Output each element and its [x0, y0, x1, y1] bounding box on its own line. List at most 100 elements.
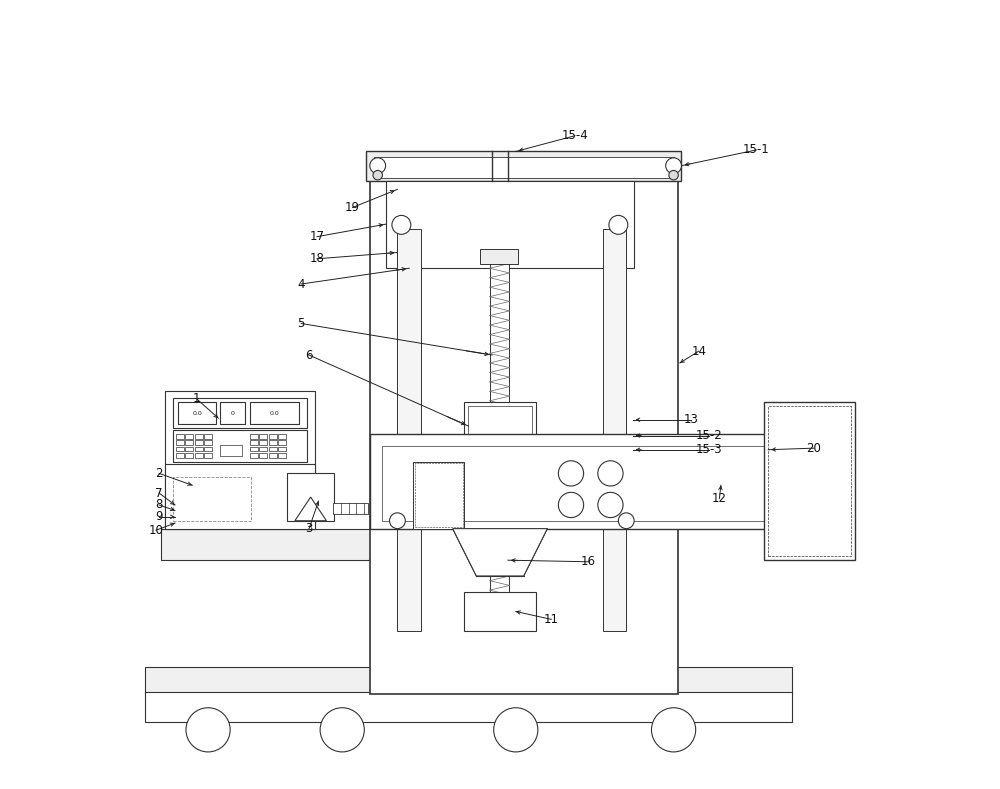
- Bar: [333, 503, 368, 514]
- Bar: [220, 445, 242, 456]
- Circle shape: [390, 513, 405, 529]
- Text: 7: 7: [155, 487, 163, 499]
- Text: 10: 10: [149, 524, 163, 537]
- Bar: [269, 434, 277, 439]
- Text: 0.0: 0.0: [269, 411, 279, 416]
- Bar: [259, 447, 267, 451]
- Text: 5: 5: [297, 317, 305, 330]
- Bar: [178, 402, 216, 424]
- Bar: [176, 440, 184, 445]
- Circle shape: [669, 170, 678, 180]
- Bar: [490, 252, 509, 608]
- Bar: [468, 406, 532, 446]
- Bar: [204, 447, 212, 451]
- Bar: [278, 434, 286, 439]
- Bar: [185, 440, 193, 445]
- Bar: [250, 453, 258, 458]
- Bar: [287, 473, 334, 521]
- Bar: [176, 434, 184, 439]
- Text: 0.0: 0.0: [192, 411, 202, 416]
- Bar: [250, 434, 258, 439]
- Bar: [764, 402, 855, 560]
- Circle shape: [494, 708, 538, 752]
- Bar: [269, 440, 277, 445]
- Text: 17: 17: [309, 230, 324, 243]
- Circle shape: [558, 492, 584, 518]
- Bar: [415, 463, 463, 527]
- Bar: [204, 453, 212, 458]
- Text: 0: 0: [231, 411, 234, 416]
- Circle shape: [320, 708, 364, 752]
- Bar: [173, 398, 307, 428]
- Bar: [161, 529, 650, 560]
- Bar: [250, 440, 258, 445]
- Bar: [603, 229, 626, 631]
- Text: 14: 14: [691, 345, 706, 357]
- Bar: [278, 440, 286, 445]
- Circle shape: [598, 461, 623, 486]
- Polygon shape: [295, 497, 326, 521]
- Text: 19: 19: [345, 201, 360, 214]
- Bar: [397, 229, 421, 631]
- Bar: [204, 434, 212, 439]
- Text: 15-1: 15-1: [743, 144, 770, 156]
- Bar: [382, 446, 800, 521]
- Bar: [173, 477, 251, 521]
- Text: 11: 11: [544, 613, 559, 626]
- Text: 3: 3: [305, 522, 313, 535]
- Circle shape: [666, 158, 681, 174]
- Bar: [185, 447, 193, 451]
- Bar: [185, 434, 193, 439]
- Bar: [413, 462, 464, 529]
- Text: 18: 18: [310, 252, 324, 265]
- Bar: [370, 434, 812, 529]
- Text: 12: 12: [712, 492, 727, 505]
- Circle shape: [370, 158, 386, 174]
- Circle shape: [186, 708, 230, 752]
- Bar: [195, 447, 203, 451]
- Bar: [269, 447, 277, 451]
- Text: 8: 8: [155, 499, 163, 511]
- Bar: [185, 453, 193, 458]
- Circle shape: [558, 461, 584, 486]
- Bar: [173, 430, 307, 462]
- Bar: [165, 464, 315, 529]
- Bar: [480, 249, 518, 264]
- Bar: [195, 440, 203, 445]
- Text: 9: 9: [155, 510, 163, 523]
- Bar: [464, 592, 536, 631]
- Bar: [195, 453, 203, 458]
- Text: 1: 1: [192, 392, 200, 405]
- Text: 13: 13: [684, 413, 698, 426]
- Bar: [250, 447, 258, 451]
- Bar: [176, 453, 184, 458]
- Text: 16: 16: [581, 555, 596, 568]
- Bar: [768, 406, 851, 556]
- Circle shape: [618, 513, 634, 529]
- Text: 20: 20: [807, 442, 821, 454]
- Bar: [269, 453, 277, 458]
- Text: 15-4: 15-4: [562, 129, 588, 142]
- Bar: [176, 447, 184, 451]
- Bar: [259, 434, 267, 439]
- Circle shape: [598, 492, 623, 518]
- Bar: [195, 434, 203, 439]
- Bar: [145, 692, 792, 722]
- Bar: [250, 402, 299, 424]
- Bar: [278, 453, 286, 458]
- Polygon shape: [453, 529, 547, 576]
- Circle shape: [651, 708, 696, 752]
- Text: 2: 2: [155, 467, 163, 480]
- Bar: [259, 440, 267, 445]
- Text: 15-3: 15-3: [696, 443, 722, 456]
- Circle shape: [609, 215, 628, 234]
- Circle shape: [392, 215, 411, 234]
- Bar: [220, 402, 245, 424]
- Bar: [278, 447, 286, 451]
- Bar: [370, 166, 678, 694]
- Text: 6: 6: [305, 349, 313, 361]
- Bar: [464, 402, 536, 450]
- Circle shape: [373, 170, 382, 180]
- Bar: [145, 667, 792, 694]
- Bar: [259, 453, 267, 458]
